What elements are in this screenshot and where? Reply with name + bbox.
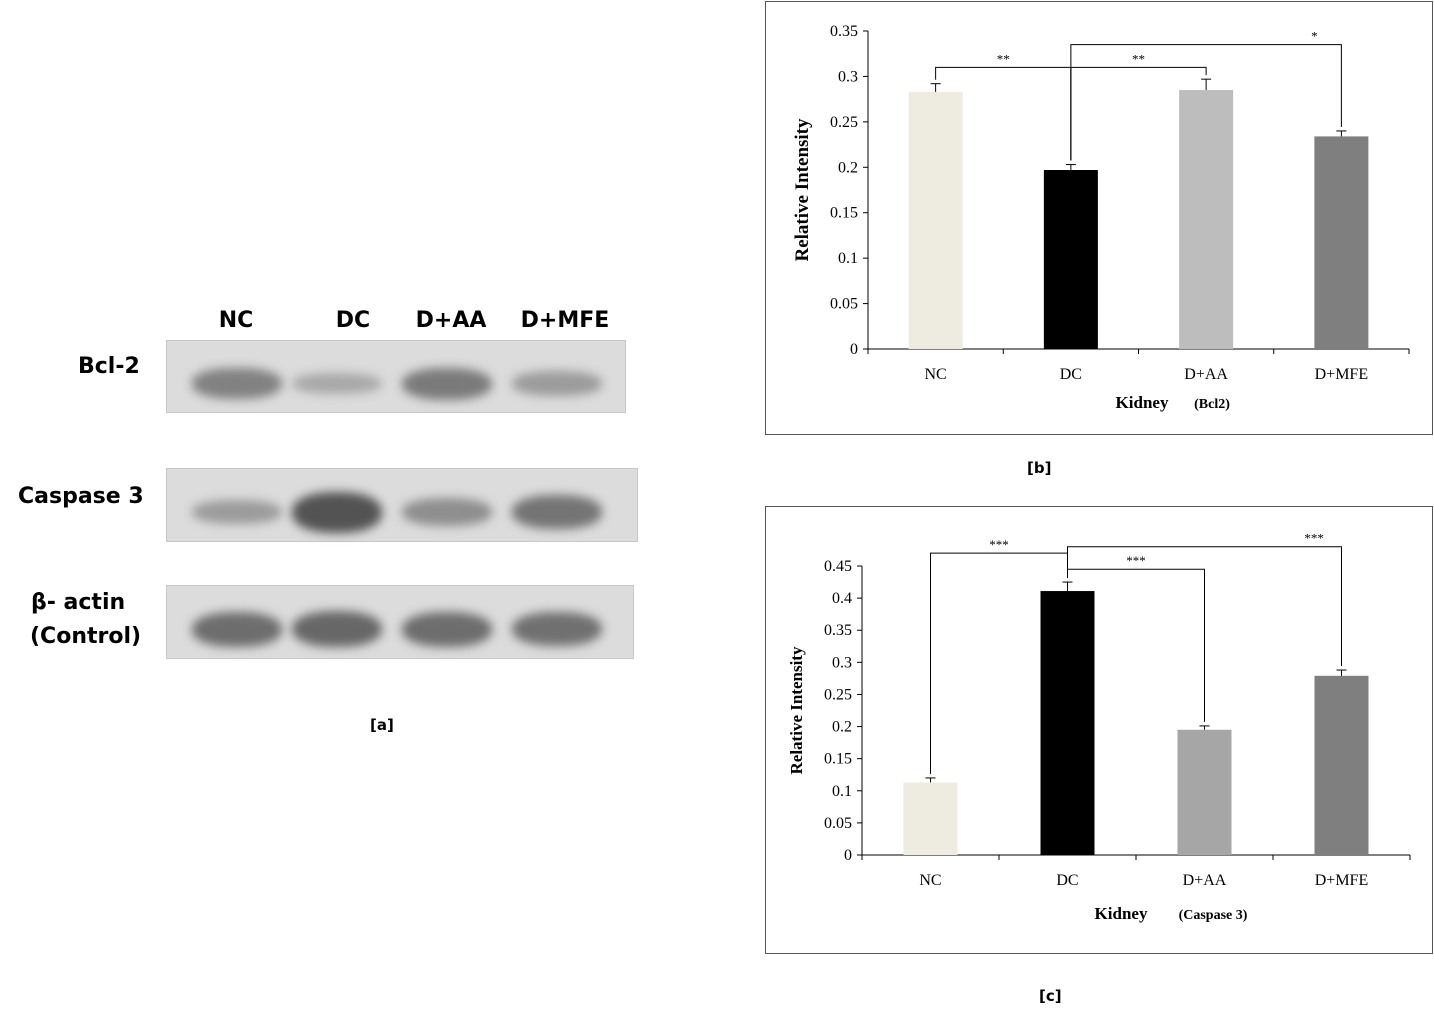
blot-band — [192, 368, 282, 399]
y-tick-label: 0.35 — [830, 23, 858, 40]
row-label-control: (Control) — [30, 624, 142, 649]
blot-band — [192, 611, 282, 647]
blot-band — [292, 372, 382, 395]
x-axis-label: Kidney — [1116, 393, 1169, 412]
blot-band — [512, 611, 602, 647]
bcl2-bar-chart: 0 0.05 0.1 0.15 0.2 0.25 0.3 0.35 NC DC D+AA D+MFE *… — [792, 23, 1410, 412]
significance-bracket — [1070, 44, 1342, 161]
bar-nc — [903, 782, 958, 855]
y-tick-label: 0.1 — [832, 783, 852, 800]
y-tick-label: 0.15 — [830, 205, 858, 222]
significance-label: ** — [997, 51, 1010, 66]
y-tick-label: 0.45 — [824, 558, 852, 575]
caption-b: [b] — [1027, 459, 1052, 477]
blot-band — [512, 371, 602, 396]
significance-label: ** — [1132, 51, 1145, 66]
caspase3-bar-chart: 0 0.05 0.1 0.15 0.2 0.25 0.3 0.35 0.4 0.45 NC DC D+A… — [787, 531, 1411, 923]
y-tick-label: 0.4 — [832, 590, 852, 607]
y-tick-label: 0.25 — [830, 114, 858, 131]
y-tick-label: 0 — [850, 341, 858, 358]
lane-label-d-mfe: D+MFE — [520, 308, 610, 333]
bar-daa — [1177, 729, 1232, 855]
blot-band — [402, 367, 492, 400]
y-tick-label: 0.05 — [830, 296, 858, 313]
significance-label: * — [1311, 29, 1318, 44]
x-category-label: DC — [1056, 872, 1078, 889]
y-axis-label: Relative Intensity — [787, 646, 806, 774]
x-axis-note: (Caspase 3) — [1179, 908, 1248, 923]
y-tick-label: 0.1 — [838, 250, 858, 267]
row-label-actin: β- actin — [31, 590, 126, 615]
x-axis-note: (Bcl2) — [1194, 397, 1230, 412]
y-tick-label: 0.25 — [824, 686, 852, 703]
x-category-label: D+MFE — [1315, 872, 1368, 889]
lane-label-d-aa: D+AA — [415, 308, 487, 333]
chart-c-frame: 0 0.05 0.1 0.15 0.2 0.25 0.3 0.35 0.4 0.45 NC DC D+A… — [765, 506, 1433, 954]
significance-bracket — [1067, 546, 1342, 667]
x-category-label: D+MFE — [1315, 366, 1368, 383]
chart-b-frame: 0 0.05 0.1 0.15 0.2 0.25 0.3 0.35 NC DC D+AA D+MFE *… — [765, 1, 1433, 435]
row-label-caspase3: Caspase 3 — [18, 484, 144, 509]
row-label-bcl2: Bcl-2 — [78, 354, 140, 379]
lane-label-dc: DC — [335, 308, 371, 333]
significance-label: *** — [1126, 553, 1146, 568]
blot-strip-caspase3 — [166, 468, 638, 542]
bar-dc — [1040, 591, 1095, 855]
y-tick-label: 0.3 — [838, 68, 858, 85]
y-tick-label: 0.35 — [824, 622, 852, 639]
bar-dmfe — [1314, 136, 1369, 349]
blot-band — [402, 611, 492, 647]
blot-band — [402, 498, 492, 526]
y-tick-label: 0.05 — [824, 815, 852, 832]
x-category-label: D+AA — [1183, 872, 1227, 889]
x-category-label: NC — [925, 366, 947, 383]
blot-band — [292, 491, 382, 533]
x-category-label: DC — [1060, 366, 1082, 383]
y-tick-label: 0.15 — [824, 751, 852, 768]
blot-band — [192, 499, 282, 525]
significance-label: *** — [1304, 531, 1324, 546]
y-axis-label: Relative Intensity — [792, 118, 813, 262]
x-axis-label: Kidney — [1095, 904, 1148, 923]
bar-dmfe — [1314, 675, 1369, 855]
y-tick-label: 0 — [844, 847, 852, 864]
y-tick-label: 0.3 — [832, 654, 852, 671]
significance-label: *** — [989, 537, 1009, 552]
bar-daa — [1179, 90, 1234, 350]
x-category-label: NC — [919, 872, 941, 889]
blot-strip-bcl2 — [166, 340, 626, 413]
y-tick-label: 0.2 — [832, 719, 852, 736]
blot-strip-actin — [166, 585, 634, 659]
x-category-label: D+AA — [1184, 366, 1228, 383]
lane-label-nc: NC — [218, 308, 254, 333]
caption-c: [c] — [1039, 987, 1062, 1005]
y-tick-label: 0.2 — [838, 159, 858, 176]
caption-a: [a] — [370, 716, 394, 734]
bar-nc — [908, 91, 963, 350]
bar-dc — [1043, 170, 1098, 349]
blot-band — [512, 495, 602, 529]
blot-band — [292, 610, 382, 648]
